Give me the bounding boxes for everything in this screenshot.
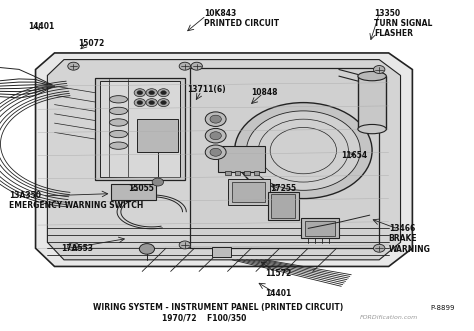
Text: 15055: 15055 (128, 184, 154, 193)
Text: 13711(6): 13711(6) (187, 85, 226, 94)
Bar (228, 179, 270, 205)
Circle shape (179, 62, 191, 70)
Text: PRINTED CIRCUIT: PRINTED CIRCUIT (204, 19, 279, 28)
Ellipse shape (109, 96, 128, 103)
Circle shape (149, 101, 155, 105)
Bar (305, 221, 335, 236)
Circle shape (205, 112, 226, 126)
Text: 15072: 15072 (78, 38, 104, 48)
Bar (190, 68, 379, 248)
Text: 1970/72    F100/350: 1970/72 F100/350 (162, 314, 246, 323)
Polygon shape (36, 53, 412, 266)
Circle shape (191, 62, 202, 70)
Text: FLASHER: FLASHER (374, 28, 413, 38)
Bar (95, 78, 185, 180)
Ellipse shape (109, 107, 128, 115)
Circle shape (210, 132, 221, 140)
Circle shape (137, 101, 143, 105)
Text: 14401: 14401 (265, 289, 292, 299)
Text: 17255: 17255 (270, 184, 296, 193)
Circle shape (152, 178, 164, 186)
Text: WARNING: WARNING (389, 245, 430, 254)
Text: BRAKE: BRAKE (389, 234, 417, 244)
Circle shape (137, 91, 143, 95)
Text: 14401: 14401 (28, 22, 55, 31)
Bar (111, 184, 156, 200)
Circle shape (146, 89, 157, 97)
Text: WIRING SYSTEM - INSTRUMENT PANEL (PRINTED CIRCUIT): WIRING SYSTEM - INSTRUMENT PANEL (PRINTE… (93, 303, 343, 312)
Bar (235, 171, 240, 175)
Circle shape (205, 128, 226, 143)
Text: P-8899: P-8899 (430, 305, 455, 311)
Circle shape (158, 99, 169, 107)
Text: EMERGENCY WARNING SWITCH: EMERGENCY WARNING SWITCH (9, 201, 144, 211)
Bar (358, 76, 386, 129)
Text: 13466: 13466 (389, 224, 415, 233)
Circle shape (205, 145, 226, 160)
Circle shape (374, 66, 385, 73)
Ellipse shape (109, 130, 128, 138)
Circle shape (149, 91, 155, 95)
Text: THE '67-: THE '67- (43, 218, 147, 238)
Circle shape (134, 99, 146, 107)
Bar (232, 182, 265, 202)
Text: 11572: 11572 (265, 268, 292, 278)
Text: 10K843: 10K843 (204, 9, 236, 18)
Polygon shape (47, 60, 401, 260)
Bar (137, 119, 178, 152)
Bar (301, 218, 339, 238)
Circle shape (146, 99, 157, 107)
Circle shape (374, 244, 385, 252)
Circle shape (210, 148, 221, 156)
Text: 17A553: 17A553 (62, 244, 94, 254)
Bar (218, 146, 265, 172)
Bar (244, 171, 250, 175)
Bar (268, 192, 299, 220)
Circle shape (210, 115, 221, 123)
Circle shape (139, 244, 155, 254)
Circle shape (161, 101, 166, 105)
Text: 13350: 13350 (374, 9, 401, 18)
Circle shape (68, 243, 79, 251)
Text: 10848: 10848 (251, 88, 278, 97)
Ellipse shape (358, 71, 386, 81)
Bar (100, 81, 180, 177)
Circle shape (158, 89, 169, 97)
Bar (271, 194, 295, 218)
Ellipse shape (109, 142, 128, 149)
Circle shape (235, 103, 372, 199)
Bar (212, 247, 231, 257)
Text: TURN SIGNAL: TURN SIGNAL (374, 19, 433, 28)
Circle shape (246, 111, 360, 190)
Bar (225, 171, 231, 175)
Bar (254, 171, 259, 175)
Circle shape (161, 91, 166, 95)
Ellipse shape (109, 119, 128, 126)
Circle shape (68, 62, 79, 70)
Text: 11654: 11654 (341, 151, 367, 160)
Ellipse shape (358, 124, 386, 134)
Text: 13A350: 13A350 (9, 191, 42, 200)
Circle shape (179, 241, 191, 249)
Text: FORDification.com: FORDification.com (360, 314, 419, 320)
Circle shape (134, 89, 146, 97)
Text: FORD: FORD (60, 133, 225, 185)
